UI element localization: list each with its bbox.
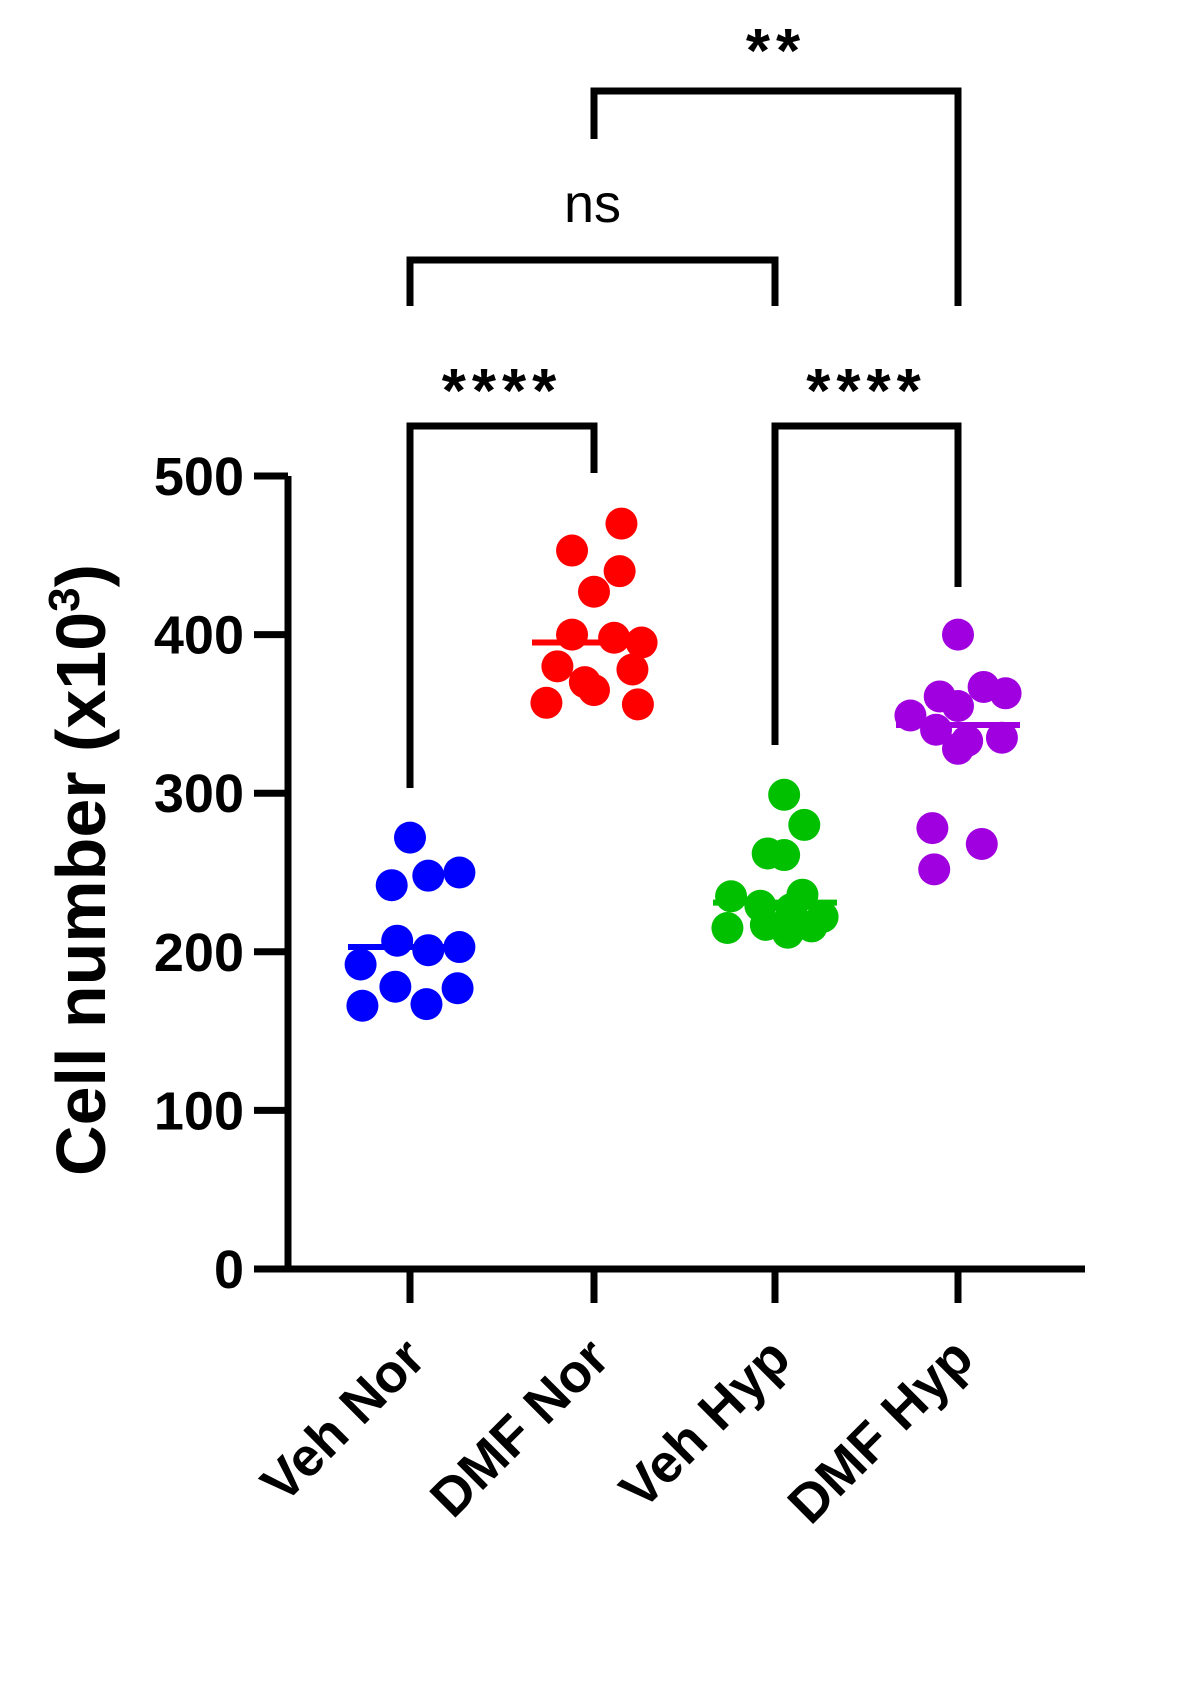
y-tick-label: 100 xyxy=(154,1081,244,1141)
data-point xyxy=(965,827,998,860)
data-point xyxy=(530,686,563,719)
data-point xyxy=(616,653,649,686)
significance-bracket xyxy=(771,422,962,745)
data-point xyxy=(768,839,801,872)
data-point xyxy=(942,732,974,765)
x-tick-label: DMF Hyp xyxy=(777,1327,985,1535)
significance-bracket xyxy=(406,422,598,788)
significance-label: ns xyxy=(564,174,621,234)
data-point xyxy=(541,650,574,683)
data-point xyxy=(795,910,828,943)
data-point xyxy=(346,989,379,1022)
data-point xyxy=(578,674,610,707)
data-point xyxy=(578,575,610,608)
significance-label: **** xyxy=(442,357,563,426)
data-point xyxy=(788,808,821,841)
data-point xyxy=(598,621,631,654)
x-tick-label: DMF Nor xyxy=(419,1327,621,1529)
data-point xyxy=(916,812,949,845)
significance-brackets: **** **** ns ** xyxy=(406,17,962,788)
data-point xyxy=(394,821,426,854)
y-tick-label: 500 xyxy=(154,447,244,507)
data-point xyxy=(375,869,408,902)
data-point xyxy=(412,934,445,967)
data-point xyxy=(942,618,974,651)
y-tick-label: 300 xyxy=(154,764,244,824)
data-point xyxy=(412,859,445,892)
significance-label: **** xyxy=(806,357,927,426)
data-point xyxy=(441,972,474,1005)
data-point xyxy=(443,856,476,889)
y-axis-title-superscript: 3 xyxy=(40,587,89,611)
data-point xyxy=(920,713,953,746)
y-tick-label: 400 xyxy=(154,606,244,666)
data-point xyxy=(711,912,744,945)
data-point xyxy=(410,988,443,1021)
y-tick-label: 200 xyxy=(154,923,244,983)
data-point xyxy=(379,970,412,1003)
x-tick-label: Veh Nor xyxy=(250,1327,437,1514)
y-axis-title: Cell number (x103) xyxy=(40,564,120,1176)
data-points xyxy=(344,507,1022,1022)
data-point xyxy=(985,721,1018,754)
significance-bracket xyxy=(590,87,962,306)
data-point xyxy=(942,689,974,722)
data-point xyxy=(381,924,414,957)
data-point xyxy=(344,948,377,981)
x-tick-label: Veh Hyp xyxy=(608,1327,801,1520)
data-point xyxy=(989,677,1022,710)
data-point xyxy=(556,534,589,567)
y-tick-label: 0 xyxy=(214,1240,244,1300)
data-point xyxy=(605,507,638,540)
data-point xyxy=(768,778,801,811)
data-point xyxy=(603,555,636,588)
significance-label: ** xyxy=(746,17,806,86)
significance-bracket xyxy=(406,256,779,306)
data-point xyxy=(715,880,748,913)
data-point xyxy=(556,618,589,651)
median-lines xyxy=(348,639,1020,951)
data-point xyxy=(918,853,951,886)
data-point xyxy=(621,688,654,721)
